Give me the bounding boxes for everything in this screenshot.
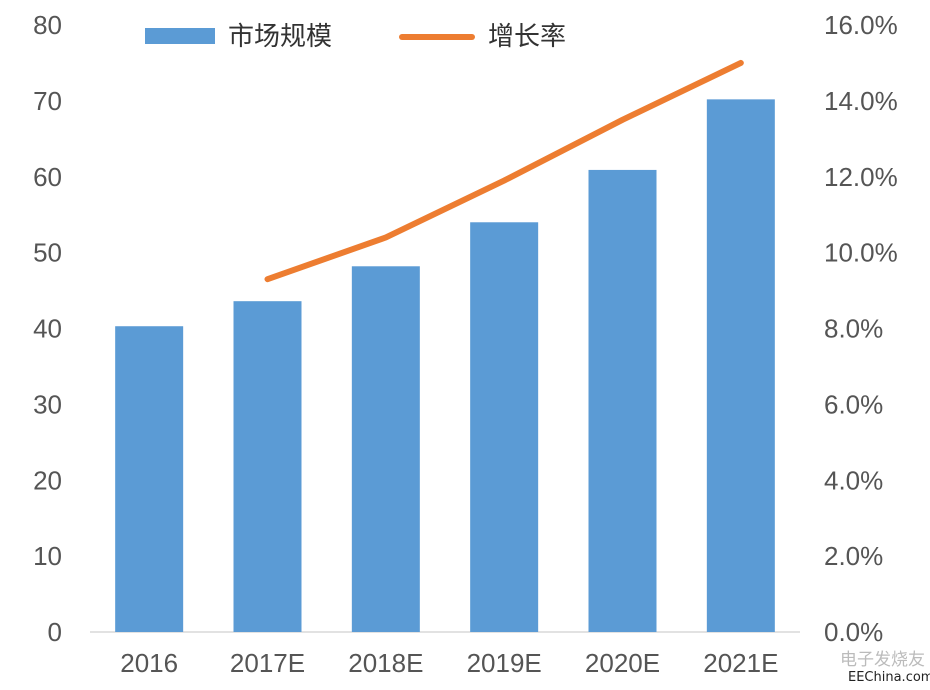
y-right-tick-label: 14.0% (824, 86, 898, 116)
x-tick-label: 2016 (120, 648, 178, 678)
y-right-tick-label: 6.0% (824, 389, 883, 419)
legend-swatch-bar (145, 28, 215, 44)
bar-2019E (470, 222, 539, 632)
y-right-tick-label: 10.0% (824, 238, 898, 268)
bar-2016 (115, 326, 184, 632)
legend: 市场规模 增长率 (145, 22, 566, 52)
y-left-tick-label: 60 (33, 162, 62, 192)
y-left-tick-label: 50 (33, 238, 62, 268)
bar-2021E (706, 99, 775, 633)
y-right-tick-label: 4.0% (824, 465, 883, 495)
y-left-tick-label: 0 (48, 617, 62, 647)
y-right-tick-label: 8.0% (824, 314, 883, 344)
y-right-tick-label: 2.0% (824, 541, 883, 571)
x-tick-label: 2018E (348, 648, 423, 678)
x-tick-label: 2021E (703, 648, 778, 678)
legend-label-line: 增长率 (488, 22, 566, 52)
y-left-tick-label: 20 (33, 465, 62, 495)
y-right-tick-label: 12.0% (824, 162, 898, 192)
y-left-tick-label: 40 (33, 314, 62, 344)
bar-2018E (351, 266, 420, 632)
y-left-tick-label: 10 (33, 541, 62, 571)
legend-label-bar: 市场规模 (228, 22, 332, 52)
watermark-en: EEChina.com (848, 670, 930, 685)
bar-2020E (588, 169, 657, 632)
y-left-tick-label: 70 (33, 86, 62, 116)
y-right-tick-label: 0.0% (824, 617, 883, 647)
x-tick-label: 2017E (230, 648, 305, 678)
y-right-tick-label: 16.0% (824, 10, 898, 40)
bar-2017E (233, 301, 302, 632)
y-left-tick-label: 80 (33, 10, 62, 40)
watermark-cn: 电子发烧友 (840, 650, 925, 670)
y-left-tick-label: 30 (33, 389, 62, 419)
x-tick-label: 2020E (585, 648, 660, 678)
x-tick-label: 2019E (467, 648, 542, 678)
